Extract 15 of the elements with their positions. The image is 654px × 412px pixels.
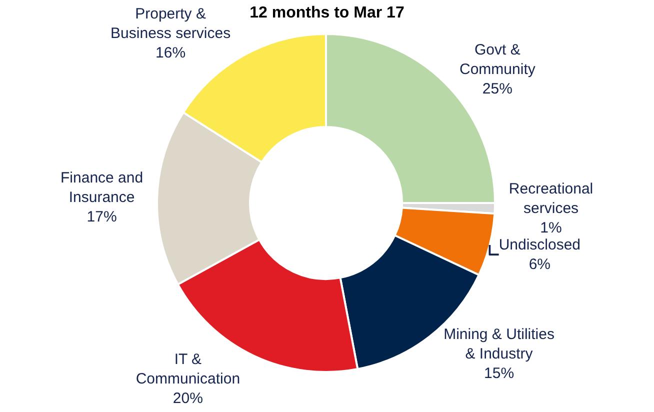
slice-label: Finance and Insurance (60, 170, 144, 206)
slice-label: Undisclosed (498, 236, 581, 254)
data-label: 6% (528, 256, 551, 273)
slice-label: Govt & Community (460, 42, 536, 78)
slice-label: IT & Communication (136, 350, 240, 388)
slice-label: Recreational services (508, 180, 594, 217)
slice-label: Property & Business services (110, 5, 231, 42)
data-label: 1% (540, 219, 562, 236)
chart-title: 12 months to Mar 17 (250, 4, 404, 22)
data-label: 25% (482, 80, 512, 98)
slice-label: Mining & Utilities & Industry (444, 326, 554, 363)
data-label: 16% (156, 44, 186, 62)
data-label: 17% (86, 208, 117, 226)
data-label: 15% (484, 365, 514, 382)
data-label: 20% (172, 390, 203, 407)
